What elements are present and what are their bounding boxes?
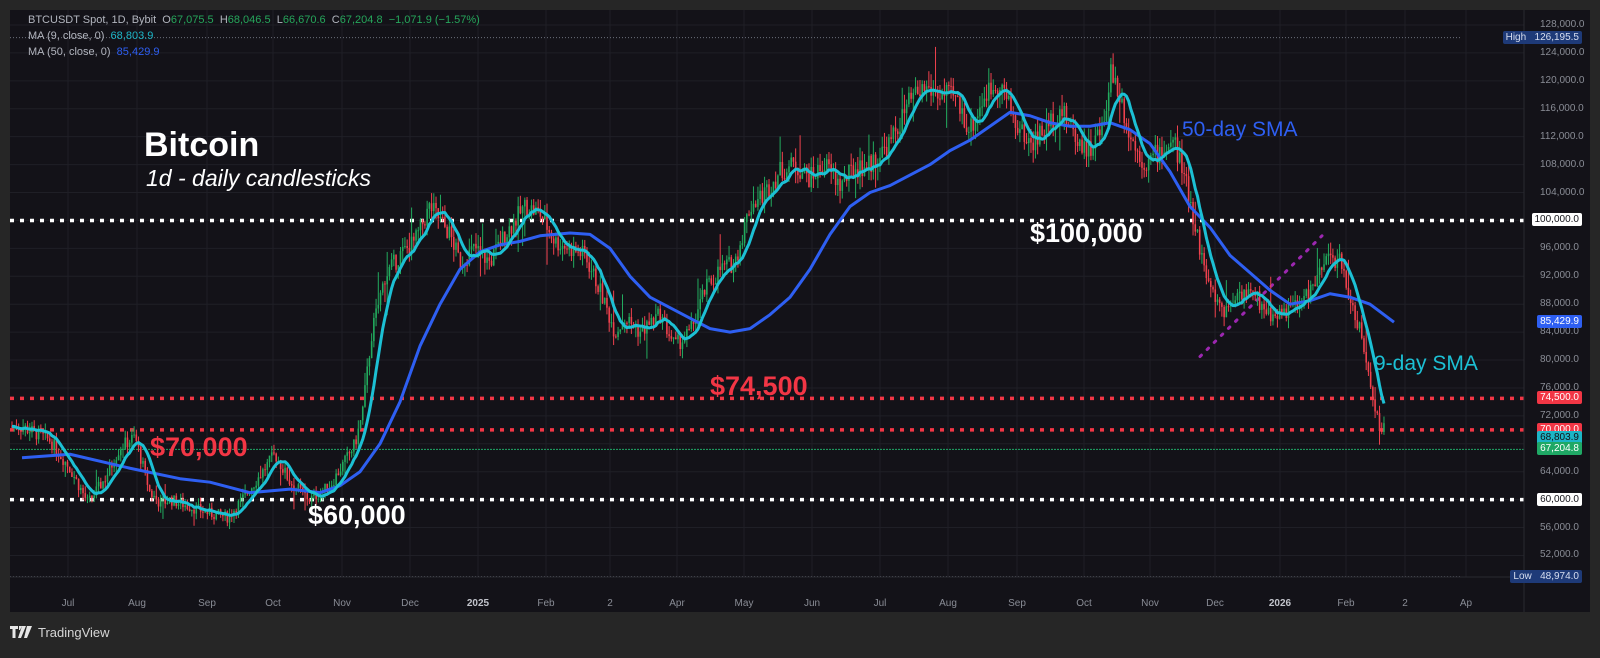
open-value: 67,075.5 xyxy=(170,14,214,26)
time-tick: Feb xyxy=(1337,598,1355,609)
price-tick: 120,000.0 xyxy=(1540,74,1585,86)
price-tick: 128,000.0 xyxy=(1540,19,1585,30)
time-tick: Apr xyxy=(669,598,685,609)
price-tick: 124,000.0 xyxy=(1540,46,1585,58)
tradingview-logo-icon xyxy=(10,626,32,638)
price-badge: Low 48,974.0 xyxy=(1510,569,1582,583)
price-badge: 67,204.8 xyxy=(1537,442,1582,456)
level-label-74500: $74,500 xyxy=(710,371,808,401)
time-tick: Sep xyxy=(1008,598,1026,609)
time-tick: Dec xyxy=(1206,598,1224,609)
price-tick: 108,000.0 xyxy=(1540,158,1585,170)
close-value: 67,204.8 xyxy=(339,14,383,26)
price-badge: 74,500.0 xyxy=(1537,391,1582,405)
price-tick: 56,000.0 xyxy=(1540,521,1579,533)
price-tick: 116,000.0 xyxy=(1540,102,1584,114)
price-chart-canvas[interactable] xyxy=(10,10,1590,612)
time-tick: Aug xyxy=(939,598,957,609)
time-tick: Jun xyxy=(803,598,821,609)
price-tick: 92,000.0 xyxy=(1540,270,1579,282)
horizontal-levels xyxy=(10,218,1524,502)
price-tick: 80,000.0 xyxy=(1540,354,1579,366)
time-tick: Jul xyxy=(873,598,887,609)
moving-averages xyxy=(11,88,1395,517)
brand-name: TradingView xyxy=(38,624,110,640)
time-tick: Sep xyxy=(198,598,216,609)
time-tick: Aug xyxy=(128,598,146,609)
time-tick: 2 xyxy=(1402,598,1408,609)
level-label-100k: $100,000 xyxy=(1030,218,1143,248)
price-tick: 104,000.0 xyxy=(1540,186,1585,198)
chart-frame[interactable]: BTCUSDT Spot, 1D, Bybit O67,075.5 H68,04… xyxy=(10,10,1590,612)
time-tick: Oct xyxy=(265,598,281,609)
time-tick: Jul xyxy=(61,598,75,609)
price-tick: 84,000.0 xyxy=(1540,326,1579,338)
time-tick: Nov xyxy=(1141,598,1159,609)
price-badge: 100,000.0 xyxy=(1531,213,1582,227)
price-tick: 52,000.0 xyxy=(1540,549,1579,561)
price-badge: 60,000.0 xyxy=(1537,492,1582,506)
symbol-legend[interactable]: BTCUSDT Spot, 1D, Bybit O67,075.5 H68,04… xyxy=(28,14,480,26)
time-tick: 2 xyxy=(607,598,613,609)
footer: TradingView xyxy=(10,622,110,642)
level-label-60k: $60,000 xyxy=(308,500,406,530)
ma50-value: 85,429.9 xyxy=(116,46,160,58)
time-tick: May xyxy=(734,598,754,609)
price-tick: 112,000.0 xyxy=(1540,130,1584,142)
time-tick: Dec xyxy=(401,598,419,609)
change-value: −1,071.9 (−1.57%) xyxy=(388,14,480,26)
time-tick: Feb xyxy=(537,598,555,609)
grid-lines xyxy=(10,10,1524,578)
price-badge: 68,803.9 xyxy=(1537,431,1582,445)
time-tick: Oct xyxy=(1076,598,1092,609)
time-tick: Ap xyxy=(1459,598,1473,609)
ma9-value: 68,803.9 xyxy=(110,30,154,42)
price-tick: 64,000.0 xyxy=(1540,465,1579,477)
level-label-70k: $70,000 xyxy=(150,432,248,462)
price-tick: 96,000.0 xyxy=(1540,242,1579,254)
price-tick: 76,000.0 xyxy=(1540,381,1579,393)
sma50-label: 50-day SMA xyxy=(1182,118,1298,141)
symbol-name: BTCUSDT Spot, 1D, Bybit xyxy=(28,14,157,26)
time-tick: Nov xyxy=(333,598,351,609)
sma9-label: 9-day SMA xyxy=(1374,352,1478,375)
time-tick: 2026 xyxy=(1268,598,1292,609)
chart-subtitle: 1d - daily candlesticks xyxy=(146,165,371,191)
ma9-legend[interactable]: MA (9, close, 0) 68,803.9 xyxy=(28,30,154,42)
ma50-legend[interactable]: MA (50, close, 0) 85,429.9 xyxy=(28,46,160,58)
high-value: 68,046.5 xyxy=(227,14,271,26)
low-value: 66,670.6 xyxy=(282,14,326,26)
price-badge: 85,429.9 xyxy=(1537,315,1582,329)
time-tick: 2025 xyxy=(466,598,490,609)
price-badge: High 126,195.5 xyxy=(1502,30,1582,44)
price-tick: 88,000.0 xyxy=(1540,298,1579,310)
price-tick: 72,000.0 xyxy=(1540,409,1579,421)
chart-title: Bitcoin xyxy=(144,126,260,164)
